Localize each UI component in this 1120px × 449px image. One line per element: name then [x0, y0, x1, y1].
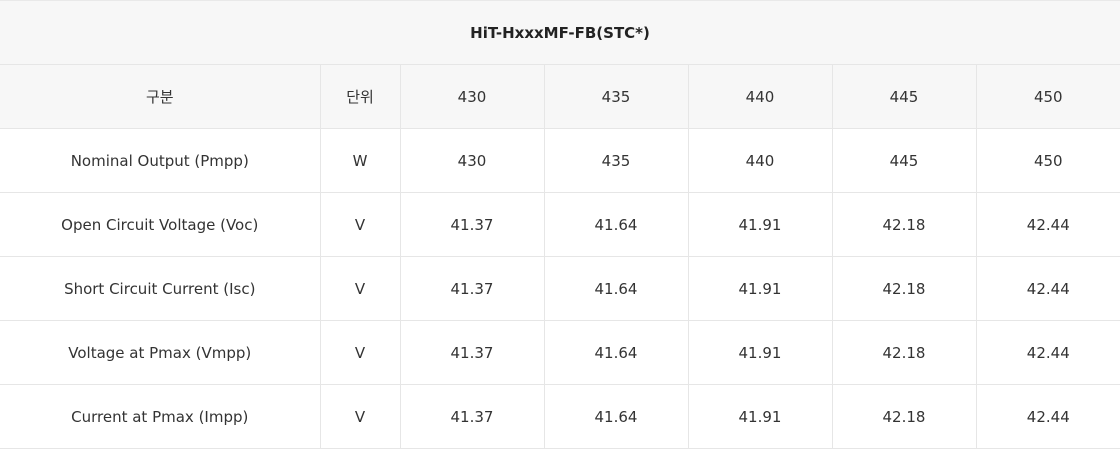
- table-cell: 41.37: [399, 320, 544, 385]
- row-unit: W: [319, 128, 400, 193]
- table-cell: 41.37: [399, 384, 544, 449]
- table-cell: 41.91: [687, 320, 832, 385]
- row-label: Short Circuit Current (Isc): [0, 256, 320, 321]
- table-cell: 41.64: [543, 256, 688, 321]
- table-cell: 41.64: [543, 384, 688, 449]
- row-unit: V: [319, 384, 400, 449]
- table-row: Short Circuit Current (Isc) V 41.37 41.6…: [0, 256, 1120, 321]
- header-model-435: 435: [543, 64, 688, 129]
- row-label: Current at Pmax (Impp): [0, 384, 320, 449]
- row-label: Open Circuit Voltage (Voc): [0, 192, 320, 257]
- table-cell: 450: [975, 128, 1120, 193]
- table-cell: 440: [687, 128, 832, 193]
- table-cell: 445: [831, 128, 976, 193]
- table-cell: 42.44: [975, 320, 1120, 385]
- table-cell: 435: [543, 128, 688, 193]
- table-cell: 42.18: [831, 320, 976, 385]
- row-unit: V: [319, 320, 400, 385]
- table-header-row: 구분 단위 430 435 440 445 450: [0, 64, 1120, 129]
- table-cell: 42.18: [831, 192, 976, 257]
- table-row: Nominal Output (Pmpp) W 430 435 440 445 …: [0, 128, 1120, 193]
- table-cell: 41.64: [543, 192, 688, 257]
- header-unit: 단위: [319, 64, 400, 129]
- row-unit: V: [319, 256, 400, 321]
- header-model-430: 430: [399, 64, 544, 129]
- header-category: 구분: [0, 64, 320, 129]
- table-cell: 430: [399, 128, 544, 193]
- row-label: Voltage at Pmax (Vmpp): [0, 320, 320, 385]
- row-label: Nominal Output (Pmpp): [0, 128, 320, 193]
- table-cell: 41.64: [543, 320, 688, 385]
- table-row: Current at Pmax (Impp) V 41.37 41.64 41.…: [0, 384, 1120, 449]
- table-cell: 42.44: [975, 384, 1120, 449]
- row-unit: V: [319, 192, 400, 257]
- table-row: Open Circuit Voltage (Voc) V 41.37 41.64…: [0, 192, 1120, 257]
- header-model-445: 445: [831, 64, 976, 129]
- table-cell: 42.18: [831, 384, 976, 449]
- table-cell: 42.44: [975, 192, 1120, 257]
- table-title-row: HiT-HxxxMF-FB(STC*): [0, 0, 1120, 65]
- table-title: HiT-HxxxMF-FB(STC*): [0, 0, 1120, 65]
- table-cell: 41.91: [687, 256, 832, 321]
- table-cell: 42.44: [975, 256, 1120, 321]
- table-cell: 41.91: [687, 384, 832, 449]
- table-cell: 41.91: [687, 192, 832, 257]
- table-cell: 41.37: [399, 256, 544, 321]
- header-model-450: 450: [975, 64, 1120, 129]
- table-cell: 42.18: [831, 256, 976, 321]
- header-model-440: 440: [687, 64, 832, 129]
- table-cell: 41.37: [399, 192, 544, 257]
- table-row: Voltage at Pmax (Vmpp) V 41.37 41.64 41.…: [0, 320, 1120, 385]
